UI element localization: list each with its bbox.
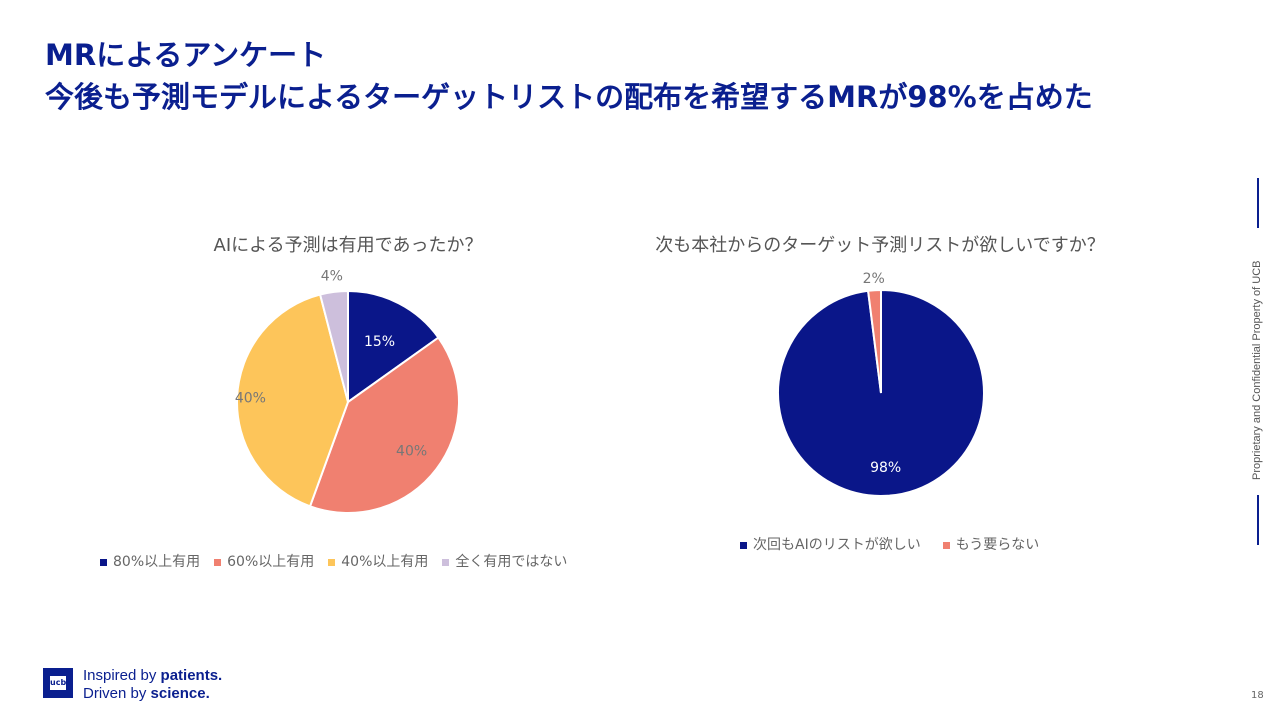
legend-item: 全く有用ではない [442, 551, 567, 571]
ucb-logo: ucb [43, 668, 73, 698]
chart1-slice-3 [318, 289, 349, 403]
legend-label: もう要らない [955, 537, 1040, 553]
tagline: Inspired by patients. Driven by science. [83, 667, 223, 702]
legend-item: 60%以上有用 [214, 551, 314, 571]
page-number: 18 [1251, 690, 1264, 701]
confidential-note: Proprietary and Confidential Property of… [1251, 260, 1263, 481]
chart1-slice-1 [308, 336, 460, 514]
legend-item: 次回もAIのリストが欲しい [740, 534, 921, 554]
legend-label: 80%以上有用 [113, 554, 201, 570]
chart1-data-label-1: 40% [396, 443, 427, 459]
chart2-data-label-0: 98% [870, 460, 901, 476]
chart1-title: AIによる予測は有用であったか？ [213, 235, 483, 256]
legend-swatch [942, 541, 950, 549]
chart1-data-label-3: 4% [321, 268, 343, 284]
legend-label: 次回もAIのリストが欲しい [753, 537, 921, 553]
chart2-slice-1 [866, 288, 882, 394]
legend-swatch [214, 558, 222, 566]
divider-top [1257, 178, 1259, 228]
legend-item: 80%以上有用 [100, 551, 200, 571]
legend-swatch [100, 558, 107, 566]
slide-subtitle: 今後も予測モデルによるターゲットリストの配布を希望するMRが98%を占めた [45, 80, 1093, 114]
chart2-legend: 次回もAIのリストが欲しい もう要らない [740, 534, 1039, 554]
slide-title: MRによるアンケート [45, 38, 327, 72]
chart2-title: 次も本社からのターゲット予測リストが欲しいですか？ [655, 235, 1105, 256]
legend-swatch [328, 558, 336, 566]
chart1-slice-0 [347, 289, 440, 404]
legend-swatch [740, 541, 747, 549]
legend-swatch [442, 558, 450, 566]
legend-item: もう要らない [942, 534, 1040, 554]
divider-bottom [1257, 495, 1259, 545]
chart1-data-label-0: 15% [364, 334, 395, 350]
chart2-data-label-1: 2% [863, 271, 885, 287]
chart1-data-label-2: 40% [235, 390, 266, 406]
legend-item: 40%以上有用 [328, 551, 428, 571]
legend-label: 全く有用ではない [455, 554, 568, 570]
chart1-legend: 80%以上有用 60%以上有用 40%以上有用 全く有用ではない [100, 551, 567, 571]
legend-label: 60%以上有用 [227, 554, 315, 570]
legend-label: 40%以上有用 [341, 554, 429, 570]
chart1-slice-2 [236, 293, 350, 508]
